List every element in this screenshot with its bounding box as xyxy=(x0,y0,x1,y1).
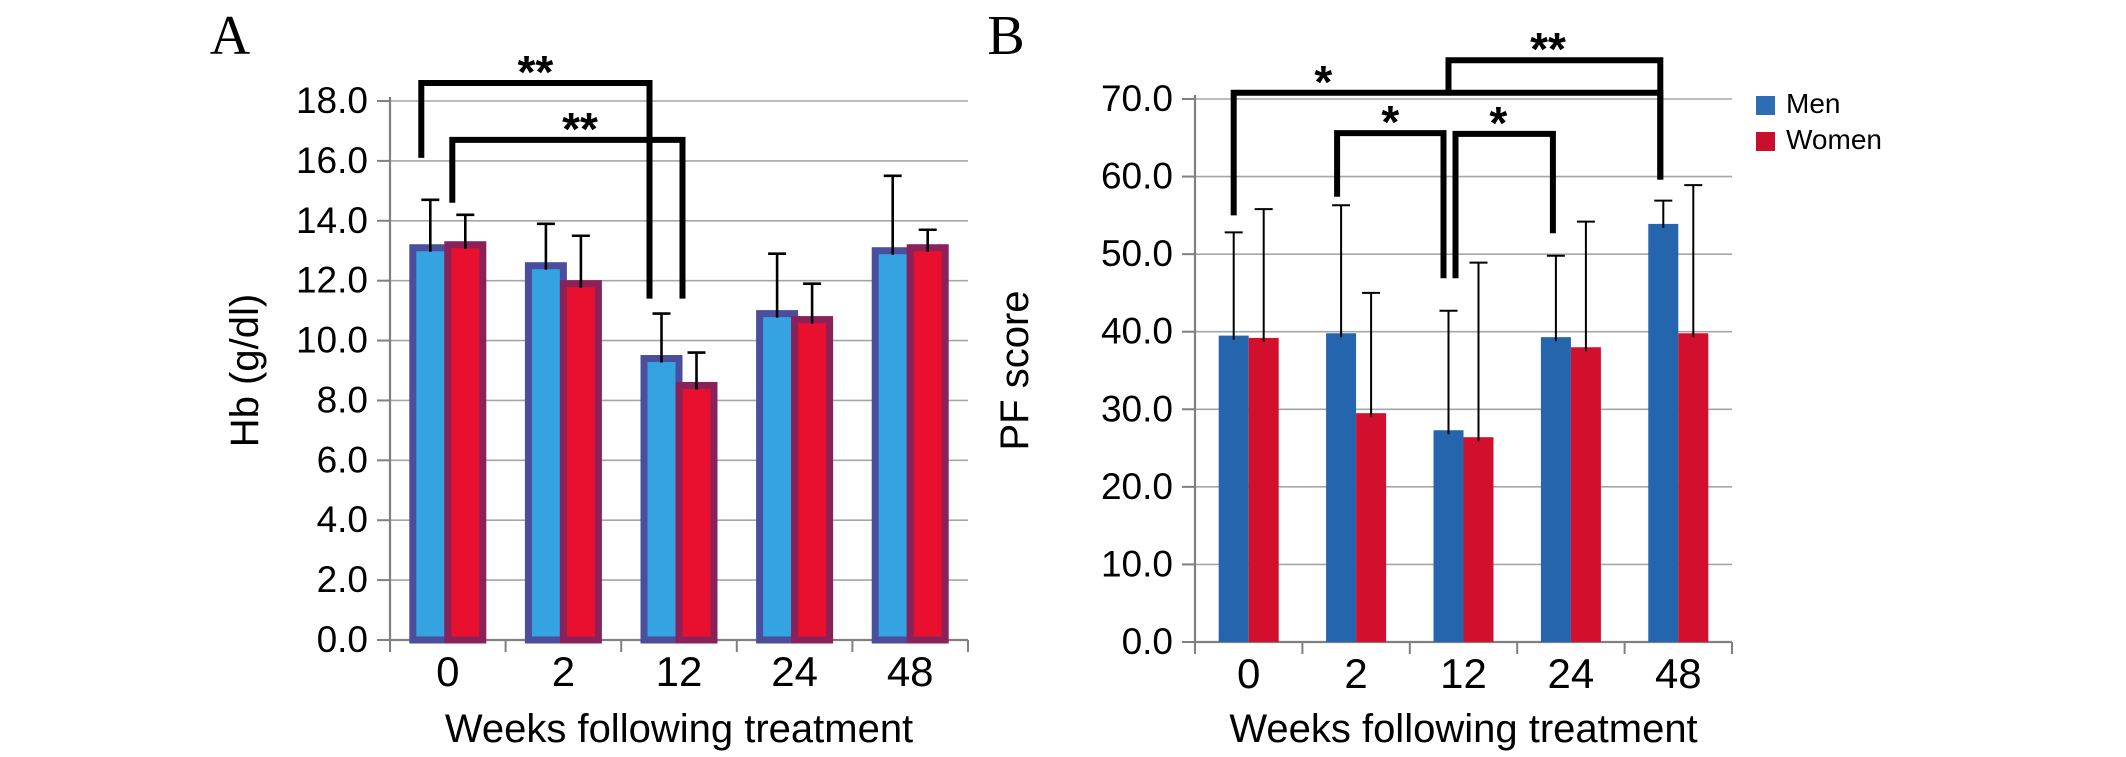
x-tick-label: 12 xyxy=(656,648,703,695)
significance-bracket xyxy=(1230,89,1664,216)
significance-bracket xyxy=(1452,130,1556,279)
panel-letter-A: A xyxy=(210,5,251,67)
y-tick-label: 4.0 xyxy=(317,499,368,540)
x-tick-label: 24 xyxy=(1548,650,1595,697)
y-tick-label: 40.0 xyxy=(1101,311,1173,352)
significance-label: * xyxy=(1381,96,1399,148)
significance-label: ** xyxy=(562,103,598,155)
y-tick-label: 10.0 xyxy=(1101,543,1173,584)
bar-men-week-24 xyxy=(1540,337,1571,642)
significance-label: * xyxy=(1489,97,1507,149)
legend-swatch-women xyxy=(1756,132,1775,151)
legend-label-men: Men xyxy=(1786,88,1840,119)
x-tick-label: 0 xyxy=(1237,650,1260,697)
bar-women-week-12 xyxy=(675,381,718,644)
bar-women-week-24 xyxy=(1570,347,1601,642)
significance-bracket xyxy=(418,80,653,299)
legend-swatch-men xyxy=(1756,96,1775,115)
bar-men-week-0 xyxy=(409,244,452,644)
bar-men-week-12 xyxy=(1433,430,1464,642)
bar-women-week-48 xyxy=(1678,333,1709,642)
bar-men-week-2 xyxy=(524,262,567,644)
x-tick-label: 24 xyxy=(771,648,818,695)
significance-label: ** xyxy=(1530,23,1566,75)
bar-women-week-2 xyxy=(559,280,602,644)
x-tick-label: 2 xyxy=(552,648,575,695)
bar-men-week-2 xyxy=(1326,333,1357,642)
y-tick-label: 30.0 xyxy=(1101,388,1173,429)
y-tick-label: 18.0 xyxy=(296,80,368,121)
bar-women-week-12 xyxy=(1463,437,1494,642)
y-tick-label: 12.0 xyxy=(296,260,368,301)
y-tick-label: 2.0 xyxy=(317,559,368,600)
significance-bracket xyxy=(1334,130,1447,279)
significance-bracket xyxy=(449,136,686,299)
x-tick-label: 48 xyxy=(1655,650,1702,697)
x-tick-label: 0 xyxy=(436,648,459,695)
y-tick-label: 14.0 xyxy=(296,200,368,241)
bar-women-week-0 xyxy=(1248,337,1279,642)
y-tick-label: 70.0 xyxy=(1101,78,1173,119)
bar-men-week-48 xyxy=(1648,223,1679,642)
bar-women-week-24 xyxy=(791,316,834,644)
bar-women-week-48 xyxy=(906,244,949,644)
y-tick-label: 16.0 xyxy=(296,140,368,181)
y-tick-label: 10.0 xyxy=(296,320,368,361)
y-tick-label: 60.0 xyxy=(1101,156,1173,197)
y-axis-title: Hb (g/dl) xyxy=(223,294,267,447)
y-tick-label: 0.0 xyxy=(317,619,368,660)
x-tick-label: 48 xyxy=(887,648,934,695)
x-axis-title: Weeks following treatment xyxy=(1229,707,1697,751)
x-axis-title: Weeks following treatment xyxy=(445,707,913,751)
bar-women-week-0 xyxy=(444,241,487,644)
bar-women-week-2 xyxy=(1356,413,1387,642)
x-tick-label: 12 xyxy=(1440,650,1487,697)
y-tick-label: 6.0 xyxy=(317,439,368,480)
y-axis-title: PF score xyxy=(993,290,1037,450)
y-tick-label: 50.0 xyxy=(1101,233,1173,274)
bar-men-week-0 xyxy=(1218,335,1249,642)
y-tick-label: 8.0 xyxy=(317,379,368,420)
y-tick-label: 20.0 xyxy=(1101,466,1173,507)
bar-men-week-24 xyxy=(756,310,799,644)
panel-letter-B: B xyxy=(987,5,1024,67)
legend-label-women: Women xyxy=(1786,124,1882,155)
significance-label: ** xyxy=(517,46,553,98)
bar-men-week-12 xyxy=(640,355,683,644)
significance-bracket xyxy=(1445,57,1664,180)
x-tick-label: 2 xyxy=(1344,650,1367,697)
y-tick-label: 0.0 xyxy=(1122,621,1173,662)
significance-label: * xyxy=(1314,56,1332,108)
bar-men-week-48 xyxy=(871,247,914,644)
